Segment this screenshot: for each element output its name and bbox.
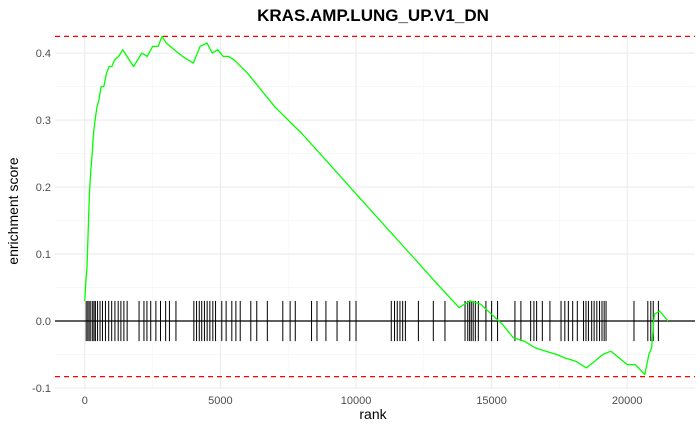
x-tick-label: 15000 [476,395,507,407]
x-tick-label: 5000 [208,395,232,407]
reference-lines [55,35,695,378]
y-tick-label: -0.1 [32,383,51,395]
y-tick-label: 0.3 [36,115,51,127]
y-tick-label: 0.0 [36,316,51,328]
enrichment-curve [84,35,669,376]
grid-lines [55,33,695,389]
axis-labels: 0 5000 10000 15000 20000 -0.1 0.0 0.1 0.2 0.3 0.4 [32,48,642,407]
y-tick-label: 0.4 [36,48,51,60]
x-tick-label: 20000 [612,395,643,407]
y-tick-label: 0.2 [36,182,51,194]
y-tick-label: 0.1 [36,249,51,261]
chart-title: KRAS.AMP.LUNG_UP.V1_DN [257,6,489,25]
x-tick-label: 10000 [341,395,372,407]
enrichment-curve-layer [84,35,669,376]
y-axis-title: enrichment score [5,157,21,265]
x-axis-title: rank [359,406,387,422]
x-tick-label: 0 [82,395,88,407]
